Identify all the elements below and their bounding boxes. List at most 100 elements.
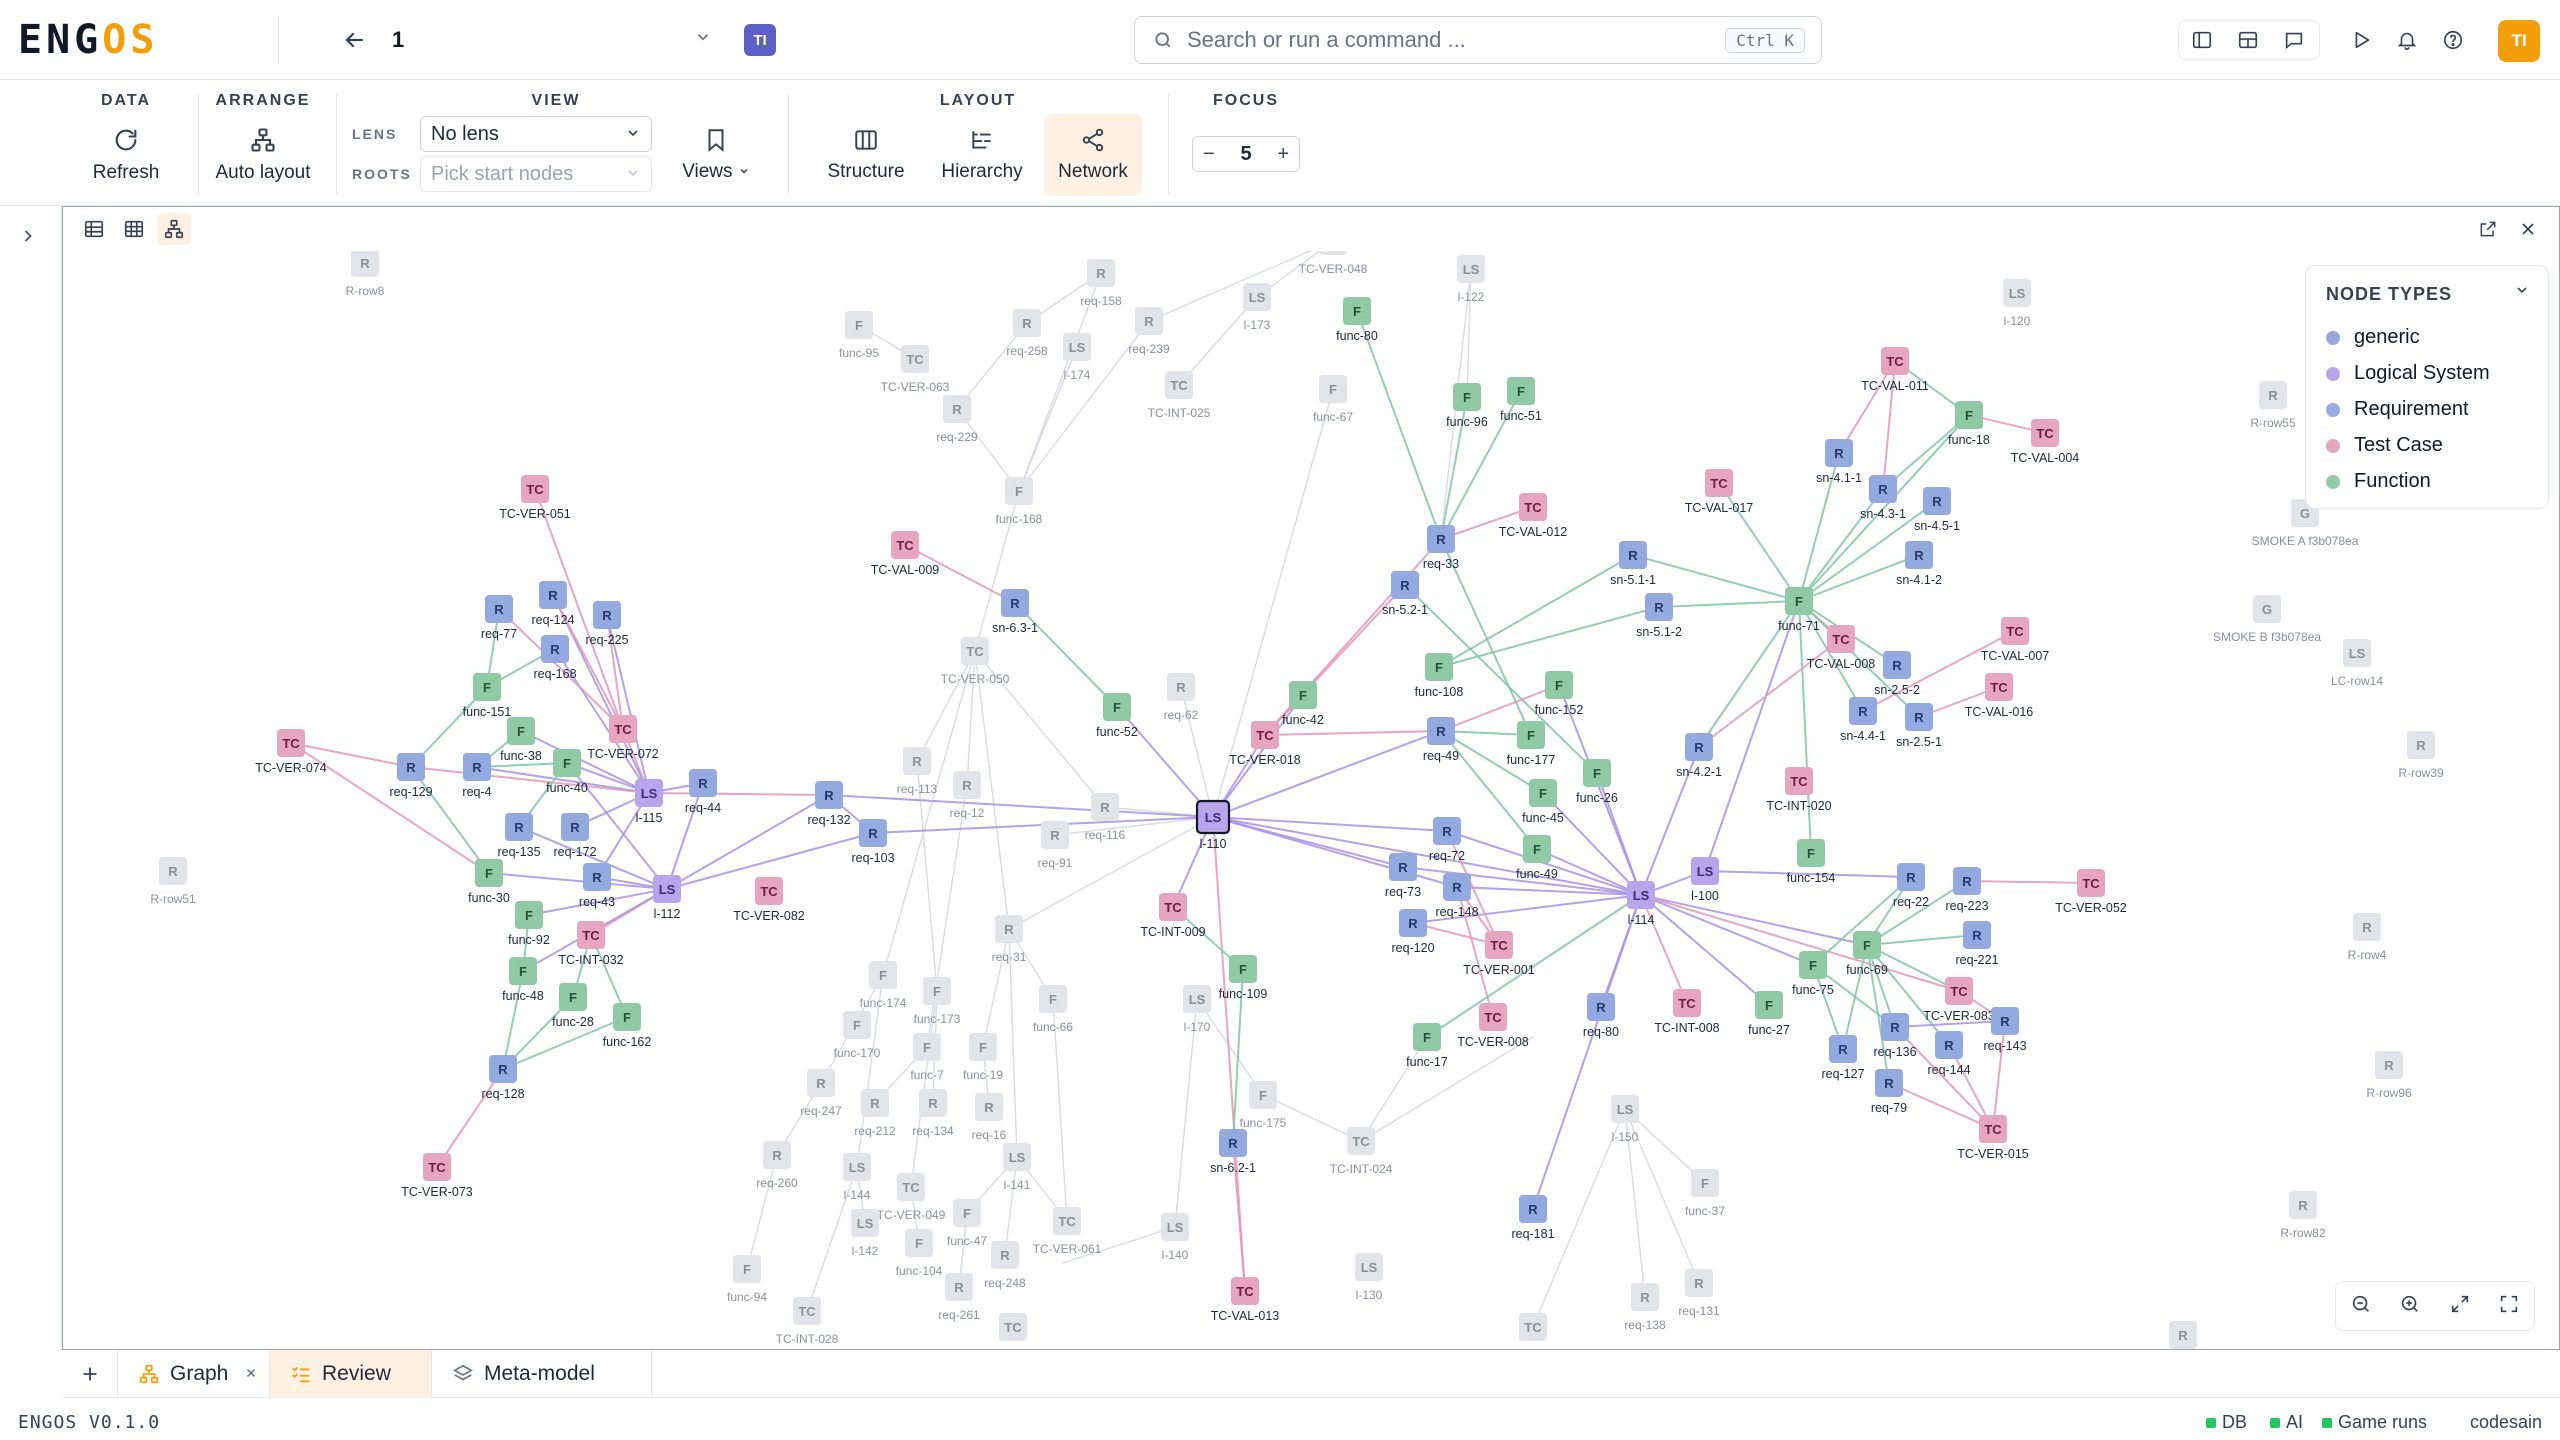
graph-node-sn-4.2-1[interactable]: Rsn-4.2-1 <box>1676 733 1722 779</box>
faded-node[interactable]: LS l-141 <box>1003 1143 1031 1192</box>
faded-node[interactable]: RR <box>2169 1321 2197 1349</box>
graph-node-tc-int-032[interactable]: TC TC-INT-032 <box>558 921 624 967</box>
graph-node-tc-ver-051[interactable]: TC TC-VER-051 <box>499 475 571 521</box>
graph-node-tc-val-011[interactable]: TC TC-VAL-011 <box>1861 347 1929 393</box>
faded-node[interactable]: LS LC-row14 <box>2331 639 2383 688</box>
faded-node[interactable]: R R-row39 <box>2398 731 2444 780</box>
graph-node-sn-5.1-1[interactable]: Rsn-5.1-1 <box>1610 541 1656 587</box>
faded-node[interactable]: LS l-120 <box>2003 279 2031 328</box>
faded-node[interactable]: TC TC-INT-024 <box>1330 1127 1393 1176</box>
project-owner-avatar[interactable]: TI <box>744 24 776 56</box>
user-avatar[interactable]: TI <box>2498 20 2540 62</box>
graph-node-tc-int-020[interactable]: TC TC-INT-020 <box>1766 767 1832 813</box>
faded-node[interactable]: LS l-170 <box>1183 985 1211 1034</box>
faded-node[interactable]: R R-row55 <box>2250 381 2296 430</box>
faded-node[interactable]: TC TC-VER-049 <box>877 1173 946 1222</box>
fullscreen-icon[interactable] <box>2498 1293 2520 1320</box>
graph-node-tc-ver-008[interactable]: TC TC-VER-008 <box>1457 1003 1529 1049</box>
graph-node-sn-5.1-2[interactable]: Rsn-5.1-2 <box>1636 593 1682 639</box>
faded-node[interactable]: LS l-140 <box>1161 1213 1189 1262</box>
tab-meta-model[interactable]: Meta-model <box>432 1350 652 1398</box>
graph-node-tc-val-004[interactable]: TC TC-VAL-004 <box>2011 419 2080 465</box>
graph-node-l-100[interactable]: LS l-100 <box>1691 857 1719 903</box>
faded-node[interactable]: LS l-173 <box>1243 283 1271 332</box>
graph-node-sn-4.1-1[interactable]: Rsn-4.1-1 <box>1816 439 1862 485</box>
refresh-button[interactable]: Refresh <box>86 114 166 196</box>
faded-node[interactable]: TC TC-INT-028 <box>776 1297 839 1346</box>
chat-icon[interactable] <box>2271 21 2317 59</box>
graph-node-tc-val-007[interactable]: TC TC-VAL-007 <box>1981 617 2050 663</box>
grid-view-icon[interactable] <box>117 213 151 245</box>
graph-node-tc-ver-083[interactable]: TC TC-VER-083 <box>1923 977 1995 1023</box>
graph-node-sn-5.2-1[interactable]: Rsn-5.2-1 <box>1382 571 1428 617</box>
graph-node-tc-val-016[interactable]: TC TC-VAL-016 <box>1965 673 2034 719</box>
faded-node[interactable]: LS l-144 <box>843 1153 871 1202</box>
faded-node[interactable]: TC TC <box>999 1313 1027 1349</box>
faded-node[interactable]: G SMOKE B f3b078ea <box>2213 595 2321 644</box>
auto-layout-button[interactable]: Auto layout <box>206 114 320 196</box>
faded-node[interactable]: R R-row51 <box>150 857 196 906</box>
faded-node[interactable]: TC TC <box>1519 1313 1547 1349</box>
command-search[interactable]: Search or run a command ... Ctrl K <box>1134 16 1822 64</box>
table-view-icon[interactable] <box>77 213 111 245</box>
fit-view-icon[interactable] <box>2449 1293 2471 1320</box>
faded-node[interactable]: LS l-130 <box>1355 1253 1383 1302</box>
help-icon[interactable] <box>2430 21 2476 59</box>
faded-node[interactable]: R R-row96 <box>2366 1051 2412 1100</box>
play-icon[interactable] <box>2338 21 2384 59</box>
faded-node[interactable]: LS l-174 <box>1063 333 1091 382</box>
faded-node[interactable]: LS l-150 <box>1611 1095 1639 1144</box>
graph-view-icon[interactable] <box>157 213 191 245</box>
faded-node[interactable]: R R-row4 <box>2348 913 2387 962</box>
tab-graph[interactable]: Graph <box>118 1350 270 1398</box>
graph-node-tc-val-009[interactable]: TC TC-VAL-009 <box>871 531 940 577</box>
graph-node-tc-val-012[interactable]: TC TC-VAL-012 <box>1499 493 1568 539</box>
graph-node-tc-ver-082[interactable]: TC TC-VER-082 <box>733 877 805 923</box>
